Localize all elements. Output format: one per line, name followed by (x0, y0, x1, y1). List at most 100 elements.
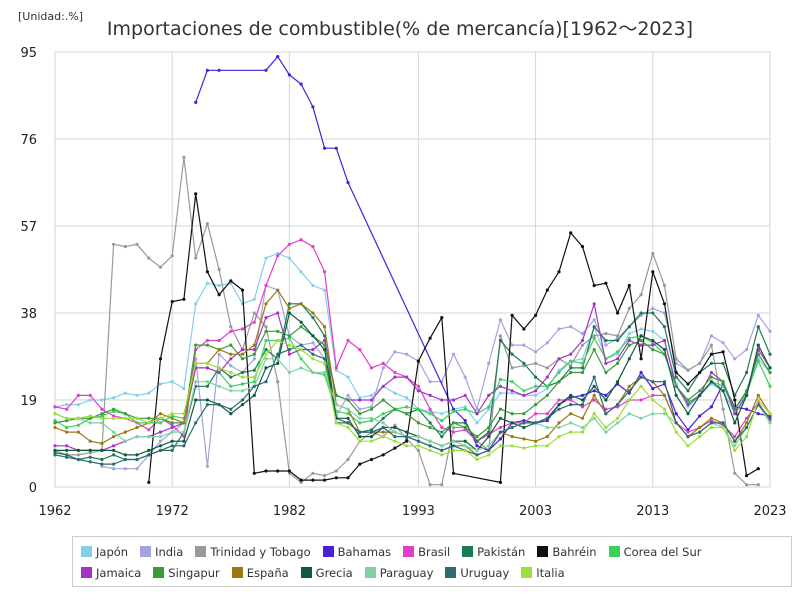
data-point (428, 483, 432, 487)
legend-item[interactable]: Paraguay (364, 562, 433, 583)
data-point (252, 357, 256, 361)
data-point (287, 242, 291, 246)
data-point (112, 416, 116, 420)
data-point (604, 281, 608, 285)
data-point (405, 430, 409, 434)
series-line (55, 312, 771, 456)
data-point (569, 370, 573, 375)
data-point (323, 370, 327, 375)
data-point (299, 320, 303, 324)
legend-item[interactable]: Pakistán (462, 541, 525, 562)
data-point (147, 448, 151, 452)
legend-item[interactable]: Uruguay (445, 562, 509, 583)
data-point (686, 398, 690, 402)
legend-label: Jamaica (96, 565, 142, 580)
data-point (76, 423, 80, 427)
data-point (510, 389, 514, 393)
data-point (123, 453, 127, 457)
data-point (510, 425, 514, 430)
legend-item[interactable]: Grecia (300, 562, 353, 583)
data-point (416, 407, 420, 411)
data-point (756, 483, 760, 487)
data-point (510, 313, 514, 317)
data-point (217, 267, 221, 272)
data-point (194, 256, 198, 260)
data-point (264, 68, 268, 72)
data-point (463, 439, 467, 443)
data-point (545, 288, 549, 292)
data-point (158, 382, 163, 386)
series-line (55, 303, 771, 451)
data-point (416, 435, 420, 439)
data-point (252, 352, 256, 356)
data-point (522, 419, 526, 423)
series-line (54, 358, 771, 451)
data-point (217, 384, 221, 388)
data-point (112, 444, 116, 448)
data-point (534, 444, 538, 448)
legend-item[interactable]: Bahréin (537, 541, 597, 562)
data-point (76, 453, 80, 457)
legend-item[interactable]: Jamaica (81, 562, 141, 583)
legend-item[interactable]: Corea del Sur (608, 541, 701, 562)
data-point (580, 357, 585, 361)
data-point (346, 476, 350, 480)
legend-label: Trinidad y Tobago (210, 544, 311, 559)
data-point (639, 375, 643, 379)
data-point (323, 270, 327, 274)
legend-item[interactable]: Trinidad y Tobago (195, 541, 311, 562)
legend-label: Singapur (168, 565, 220, 580)
legend-item[interactable]: España (231, 562, 289, 583)
data-point (745, 348, 749, 352)
data-point (158, 430, 163, 434)
data-point (463, 393, 467, 397)
data-point (346, 180, 350, 185)
data-point (569, 393, 573, 397)
data-point (428, 421, 432, 425)
data-point (205, 403, 209, 407)
data-point (287, 302, 291, 306)
legend-swatch (445, 567, 457, 578)
data-point (557, 407, 561, 411)
data-point (569, 325, 573, 329)
data-point (733, 444, 737, 448)
data-point (405, 439, 409, 443)
data-point (217, 283, 221, 288)
data-point (100, 421, 104, 425)
data-point (592, 348, 596, 352)
data-point (698, 393, 702, 397)
data-point (686, 412, 690, 416)
legend-item[interactable]: Singapur (153, 562, 220, 583)
unit-label: [Unidad:.%] (18, 10, 84, 23)
data-point (756, 359, 760, 363)
data-point (182, 297, 186, 301)
data-point (545, 393, 549, 397)
legend-item[interactable]: Japón (81, 541, 128, 562)
data-point (65, 453, 69, 457)
data-point (569, 412, 573, 416)
data-point (721, 407, 725, 411)
legend-item[interactable]: Brasil (403, 541, 450, 562)
data-point (358, 407, 362, 411)
data-point (276, 254, 280, 258)
series-line (54, 344, 771, 465)
data-point (428, 439, 432, 443)
data-point (616, 338, 620, 343)
legend-item[interactable]: India (140, 541, 183, 562)
data-point (721, 350, 725, 354)
data-point (745, 421, 749, 425)
data-point (639, 343, 643, 347)
data-point (733, 407, 737, 411)
legend-item[interactable]: Italia (521, 562, 565, 583)
data-point (100, 407, 104, 411)
legend-item[interactable]: Bahamas (322, 541, 391, 562)
data-point (112, 414, 116, 418)
data-point (709, 375, 714, 379)
data-point (721, 425, 725, 430)
data-point (616, 334, 620, 338)
data-point (346, 375, 350, 379)
data-point (323, 478, 327, 482)
data-point (358, 462, 362, 466)
data-point (498, 377, 502, 381)
